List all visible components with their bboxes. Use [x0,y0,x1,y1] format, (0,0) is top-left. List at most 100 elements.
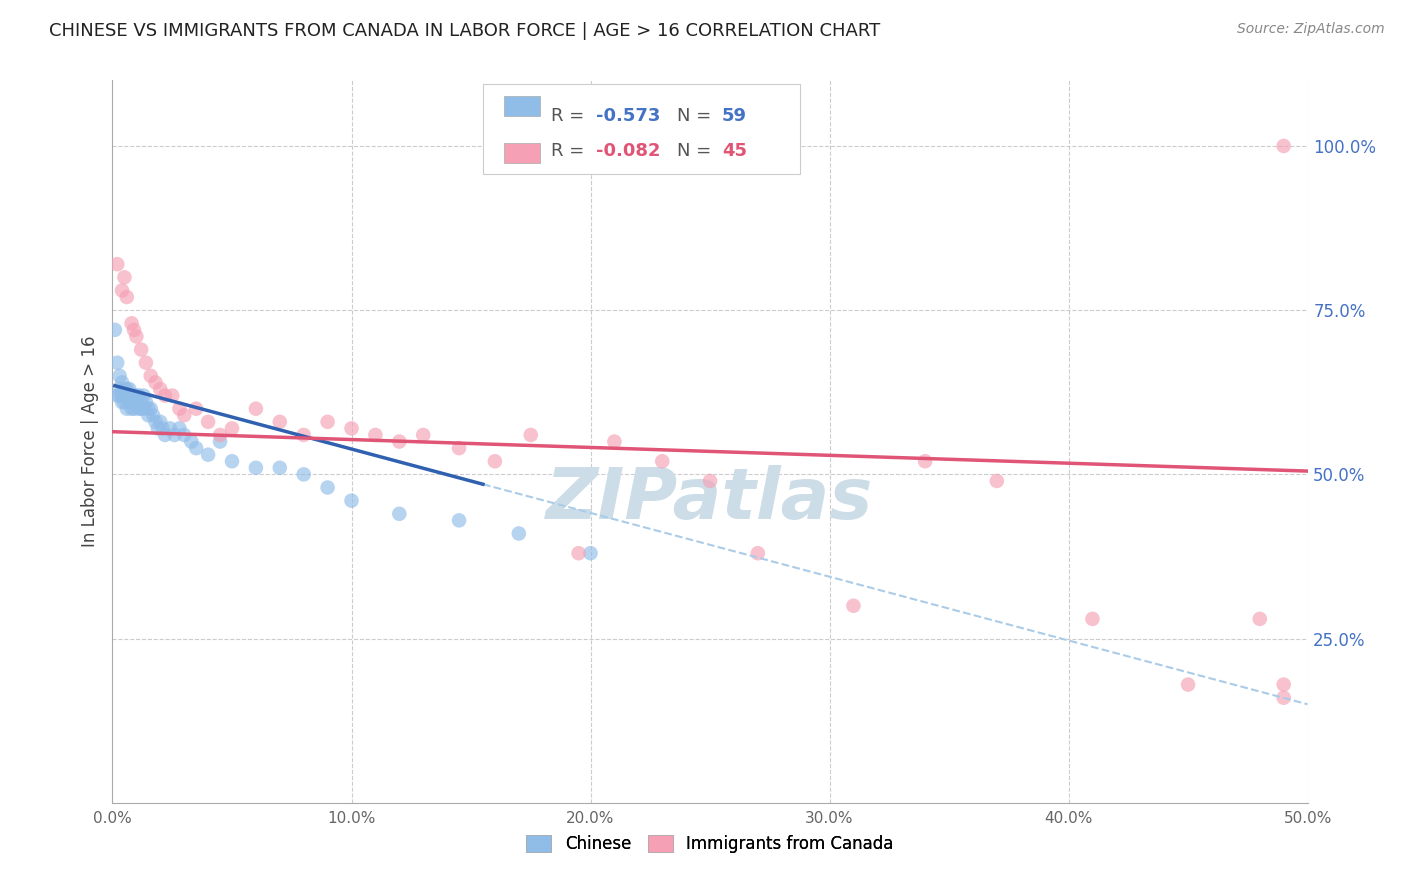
Point [129,395,152,409]
Point [173,409,195,423]
Point [115,290,138,304]
Point [169,401,191,416]
Point [245,460,267,475]
Text: R =: R = [551,107,591,126]
Point [139,401,162,416]
Point [1272,677,1295,691]
Point [186,401,208,416]
Text: 45: 45 [723,142,747,160]
Text: N =: N = [676,107,717,126]
Point [145,376,167,390]
Point [108,388,131,402]
Point [209,434,232,449]
Point [142,409,165,423]
Point [115,382,138,396]
Point [520,428,543,442]
Point [1272,690,1295,705]
Point [568,546,591,560]
Point [149,382,172,396]
Point [162,388,183,402]
Point [186,441,208,455]
Point [173,428,195,442]
Point [699,474,721,488]
Point [121,401,143,416]
Point [121,316,143,330]
Point [122,323,145,337]
Point [651,454,673,468]
Point [447,513,470,527]
Point [108,382,131,396]
Point [1081,612,1104,626]
Point [114,388,135,402]
Point [135,395,157,409]
Point [209,428,232,442]
Point [121,395,143,409]
Point [105,356,128,370]
Point [108,368,131,383]
Legend: Chinese, Immigrants from Canada: Chinese, Immigrants from Canada [520,828,900,860]
Point [114,382,135,396]
Point [152,421,174,435]
Text: Source: ZipAtlas.com: Source: ZipAtlas.com [1237,22,1385,37]
Point [132,388,155,402]
Point [115,401,138,416]
Point [221,454,243,468]
Point [145,415,167,429]
Point [914,454,936,468]
Point [111,395,134,409]
Point [388,434,411,449]
Point [1249,612,1271,626]
Point [163,428,186,442]
Point [412,428,434,442]
FancyBboxPatch shape [505,143,540,163]
Point [111,376,134,390]
Point [115,388,138,402]
Point [197,448,219,462]
Point [269,460,291,475]
Point [122,388,145,402]
Point [747,546,769,560]
Point [508,526,530,541]
Point [121,388,143,402]
Point [138,409,160,423]
Text: R =: R = [551,142,591,160]
Point [104,323,127,337]
Point [138,401,160,416]
FancyBboxPatch shape [505,95,540,116]
Point [118,382,141,396]
Point [146,421,169,435]
Point [118,388,141,402]
Point [484,454,506,468]
Point [292,428,315,442]
Point [180,434,202,449]
Text: ZIPatlas: ZIPatlas [547,465,873,533]
Point [111,284,134,298]
Text: -0.082: -0.082 [596,142,661,160]
Point [105,388,128,402]
Point [579,546,602,560]
Point [153,428,176,442]
Point [603,434,626,449]
Point [159,421,181,435]
Point [105,257,128,271]
Point [340,421,363,435]
Point [139,368,162,383]
Point [135,356,157,370]
Point [111,388,134,402]
Point [122,401,145,416]
Point [118,395,141,409]
Point [221,421,243,435]
Text: 59: 59 [723,107,747,126]
Point [842,599,865,613]
Point [197,415,219,429]
Point [129,401,152,416]
Text: N =: N = [676,142,717,160]
Point [1177,677,1199,691]
Point [245,401,267,416]
Point [388,507,411,521]
Point [292,467,315,482]
Point [125,395,148,409]
Point [269,415,291,429]
Point [364,428,387,442]
Point [340,493,363,508]
